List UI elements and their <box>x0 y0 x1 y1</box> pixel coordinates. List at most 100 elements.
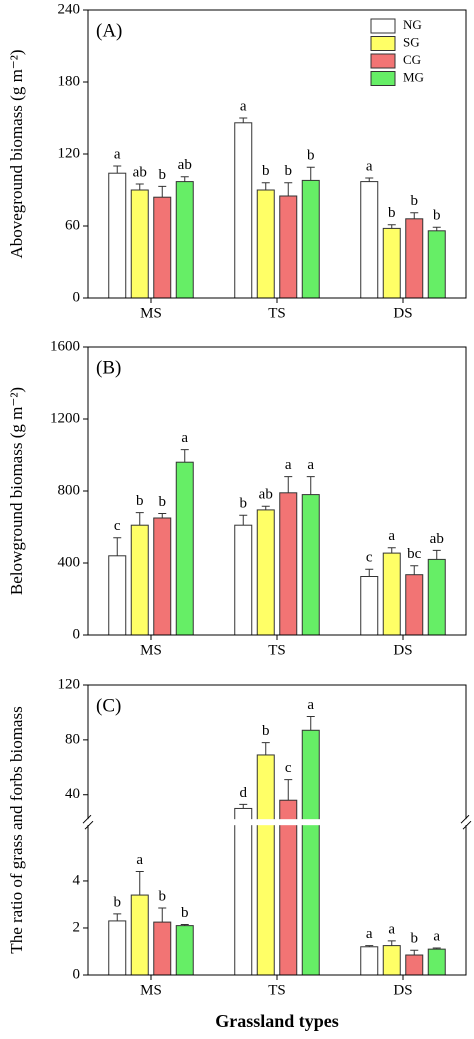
significance-letter: a <box>285 457 292 473</box>
legend-label: NG <box>403 17 422 32</box>
significance-letter: a <box>433 928 440 944</box>
significance-letter: ab <box>133 164 147 180</box>
x-tick-label: TS <box>268 642 286 658</box>
y-tick-label: 240 <box>58 1 81 17</box>
legend-swatch <box>370 18 396 34</box>
bar <box>427 230 446 299</box>
bar <box>234 524 253 636</box>
significance-letter: ab <box>259 487 273 503</box>
error-bar <box>410 212 419 219</box>
legend-label: MG <box>403 69 424 84</box>
bar <box>427 558 446 636</box>
bar <box>405 574 424 636</box>
y-tick-label: 800 <box>58 482 81 498</box>
y-tick-label: 180 <box>58 73 81 89</box>
significance-letter: ab <box>430 531 444 547</box>
bar <box>175 181 194 299</box>
axis-break-mark <box>460 814 472 830</box>
significance-letter: d <box>240 785 248 801</box>
error-bar <box>306 166 315 181</box>
x-tick-label: MS <box>140 642 162 658</box>
x-tick-label: DS <box>393 305 412 321</box>
y-tick-label: 2 <box>73 919 81 935</box>
bar <box>175 925 194 976</box>
error-bar <box>113 913 122 921</box>
significance-letter: b <box>159 167 167 183</box>
legend-label: SG <box>403 34 420 49</box>
bar <box>301 179 320 299</box>
x-tick-label: TS <box>268 305 286 321</box>
error-bar <box>113 165 122 174</box>
significance-letter: a <box>388 921 395 937</box>
y-tick-label: 120 <box>58 145 81 161</box>
significance-letter: b <box>388 205 396 221</box>
error-bar <box>158 185 167 198</box>
y-tick-label: 0 <box>73 289 81 305</box>
axis-break-gap <box>80 819 474 826</box>
bar <box>427 948 446 976</box>
significance-letter: b <box>114 894 122 910</box>
plot-frame <box>87 346 467 636</box>
bar <box>153 517 172 636</box>
error-bar <box>180 449 189 463</box>
significance-letter: a <box>114 146 121 162</box>
x-tick-label: TS <box>268 982 286 998</box>
plot-frame <box>87 9 467 299</box>
legend-label: CG <box>403 52 421 67</box>
bar <box>382 945 401 976</box>
y-axis-label: The ratio of grass and forbs biomass <box>7 706 26 953</box>
error-bar <box>261 505 270 510</box>
significance-letter: b <box>262 163 270 179</box>
y-tick-label: 60 <box>65 217 80 233</box>
significance-letter: a <box>307 457 314 473</box>
significance-letter: b <box>159 888 167 904</box>
error-bar <box>306 716 315 731</box>
significance-letter: b <box>411 931 419 947</box>
error-bar <box>387 547 396 554</box>
significance-letter: a <box>307 697 314 713</box>
error-bar <box>239 803 248 809</box>
error-bar <box>261 182 270 190</box>
bar <box>279 799 298 976</box>
significance-letter: bc <box>407 546 422 562</box>
bar <box>301 729 320 976</box>
error-bar <box>365 177 374 182</box>
axis-break-mark <box>82 814 94 830</box>
error-bar <box>306 476 315 495</box>
error-bar <box>284 476 293 493</box>
y-tick-label: 1600 <box>50 338 80 354</box>
error-bar <box>284 182 293 196</box>
bar <box>108 920 127 976</box>
significance-letter: b <box>285 163 293 179</box>
significance-letter: c <box>114 518 121 534</box>
y-tick-label: 400 <box>58 554 81 570</box>
bar <box>256 509 275 636</box>
error-bar <box>432 226 441 231</box>
y-axis-label: Aboveground biomass (g m⁻²) <box>7 49 26 258</box>
y-tick-label: 80 <box>65 731 80 747</box>
error-bar <box>239 514 248 526</box>
bar <box>153 196 172 299</box>
y-tick-label: 1200 <box>50 410 80 426</box>
y-tick-label: 4 <box>73 872 81 888</box>
significance-letter: b <box>433 208 441 224</box>
error-bar <box>410 949 419 956</box>
bar <box>360 181 379 299</box>
x-tick-label: MS <box>140 305 162 321</box>
bar <box>279 195 298 299</box>
significance-letter: b <box>159 494 167 510</box>
y-tick-label: 0 <box>73 626 81 642</box>
error-bar <box>365 945 374 947</box>
error-bar <box>432 947 441 950</box>
bar <box>175 461 194 636</box>
bar <box>301 494 320 636</box>
significance-letter: a <box>366 926 373 942</box>
error-bar <box>432 549 441 560</box>
significance-letter: a <box>366 158 373 174</box>
bar <box>153 921 172 976</box>
bar <box>234 807 253 976</box>
error-bar <box>365 568 374 577</box>
panel-label: (B) <box>96 357 121 378</box>
bar <box>360 946 379 976</box>
error-bar <box>135 871 144 896</box>
